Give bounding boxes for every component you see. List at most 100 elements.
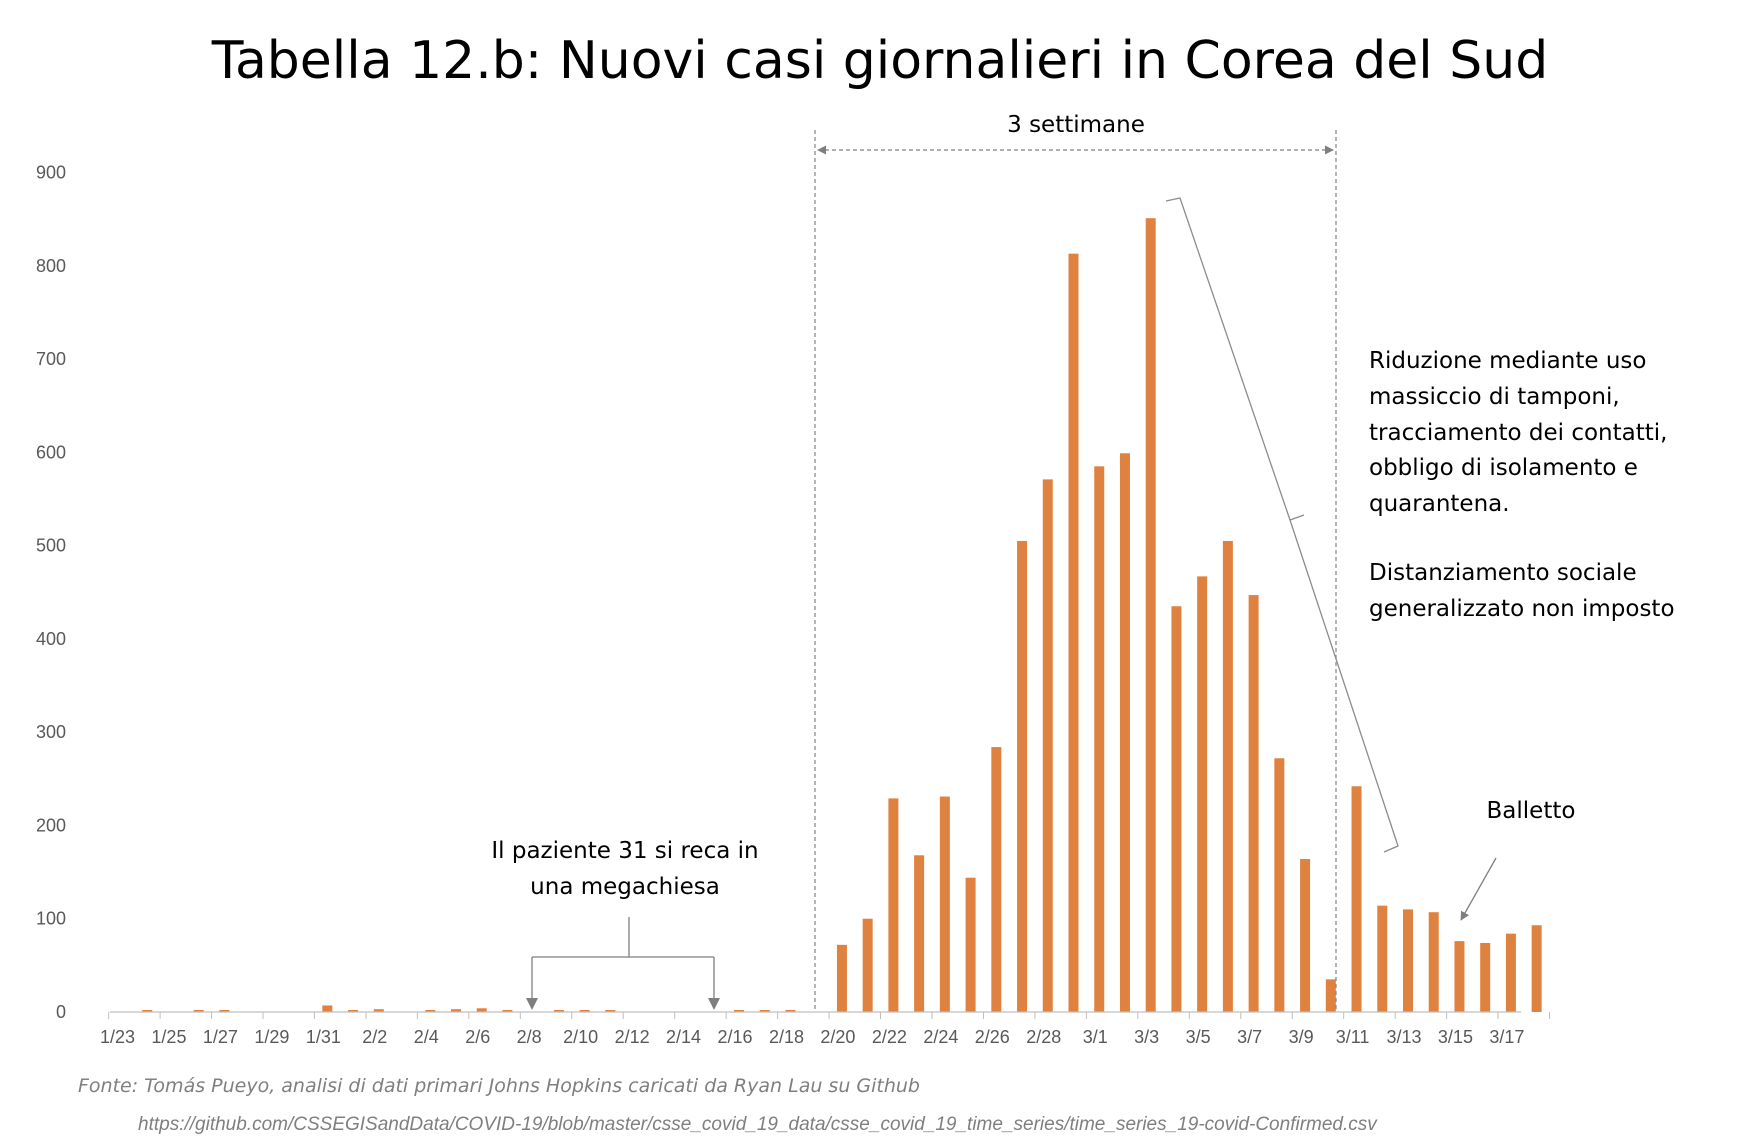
bar-2/7: [502, 1010, 513, 1012]
bar-3/8: [1274, 758, 1285, 1012]
x-tick-label: 2/26: [975, 1027, 1010, 1047]
bar-3/3: [1145, 218, 1156, 1012]
x-tick-label: 3/1: [1083, 1027, 1108, 1047]
x-tick-label: 3/3: [1134, 1027, 1159, 1047]
x-tick-label: 3/7: [1237, 1027, 1262, 1047]
bar-2/10: [579, 1010, 590, 1012]
bar-3/2: [1119, 453, 1130, 1012]
y-tick-label: 400: [36, 629, 66, 649]
x-tick-label: 3/17: [1489, 1027, 1524, 1047]
bar-3/15: [1454, 941, 1465, 1012]
y-tick-label: 700: [36, 349, 66, 369]
x-tick-label: 3/9: [1289, 1027, 1314, 1047]
note-line: obbligo di isolamento e: [1369, 455, 1638, 481]
bar-2/28: [1042, 479, 1053, 1012]
bar-3/7: [1248, 595, 1259, 1012]
note-line: tracciamento dei contatti,: [1369, 420, 1667, 446]
bar-2/16: [734, 1010, 745, 1012]
x-tick-label: 1/31: [306, 1027, 341, 1047]
three-weeks-label: 3 settimane: [1007, 112, 1145, 138]
x-tick-label: 3/11: [1336, 1027, 1370, 1047]
bar-3/18: [1531, 925, 1542, 1012]
x-tick-label: 2/2: [362, 1027, 387, 1047]
x-tick-label: 1/29: [254, 1027, 289, 1047]
y-tick-label: 200: [36, 815, 66, 835]
bar-2/4: [425, 1010, 436, 1012]
x-tick-label: 2/14: [666, 1027, 701, 1047]
x-tick-label: 3/13: [1386, 1027, 1421, 1047]
bar-2/5: [450, 1009, 461, 1012]
bar-3/16: [1480, 942, 1491, 1012]
x-tick-label: 2/4: [414, 1027, 439, 1047]
bar-1/31: [322, 1005, 333, 1012]
note-line: generalizzato non imposto: [1369, 596, 1675, 622]
bar-1/24: [142, 1010, 153, 1012]
x-tick-label: 2/24: [923, 1027, 958, 1047]
y-tick-label: 0: [56, 1002, 66, 1022]
x-tick-label: 2/16: [717, 1027, 752, 1047]
bars: [142, 218, 1542, 1012]
bar-2/24: [939, 796, 950, 1012]
bar-2/26: [991, 747, 1002, 1012]
x-tick-label: 1/23: [100, 1027, 135, 1047]
y-tick-label: 300: [36, 722, 66, 742]
bar-3/14: [1428, 912, 1439, 1012]
bar-2/27: [1017, 540, 1028, 1012]
ballet-label: Balletto: [1487, 798, 1576, 824]
y-tick-label: 600: [36, 442, 66, 462]
source-url[interactable]: https://github.com/CSSEGISandData/COVID-…: [138, 1114, 1378, 1135]
reduction-note: Riduzione mediante uso massiccio di tamp…: [1369, 348, 1675, 622]
bar-3/10: [1325, 979, 1336, 1012]
bar-2/23: [914, 855, 925, 1012]
bar-3/13: [1403, 909, 1413, 1012]
patient31-bracket: [531, 917, 715, 1005]
bar-3/9: [1300, 859, 1311, 1012]
bar-2/25: [965, 877, 976, 1012]
bar-2/2: [373, 1009, 384, 1012]
y-tick-label: 800: [36, 256, 66, 276]
y-axis: 0 100 200 300 400 500 600 700 800 900: [36, 163, 66, 1023]
x-tick-label: 2/20: [820, 1027, 855, 1047]
bar-1/26: [193, 1010, 204, 1012]
bar-3/17: [1505, 933, 1516, 1012]
x-tick-label: 1/25: [151, 1027, 186, 1047]
x-tick-label: 1/27: [203, 1027, 238, 1047]
bar-2/17: [759, 1010, 770, 1012]
source-text: Fonte: Tomás Pueyo, analisi di dati prim…: [78, 1075, 920, 1097]
x-tick-label: 3/15: [1438, 1027, 1473, 1047]
bar-2/6: [476, 1008, 487, 1012]
bar-3/4: [1171, 606, 1182, 1012]
brace: [1165, 197, 1399, 853]
note-line: quarantena.: [1369, 491, 1510, 517]
bar-2/21: [862, 918, 873, 1012]
bar-2/18: [785, 1010, 796, 1012]
y-tick-label: 100: [36, 909, 66, 929]
x-tick-label: 3/5: [1186, 1027, 1211, 1047]
patient31-arrowheads: [526, 998, 720, 1010]
bar-3/12: [1377, 905, 1388, 1012]
bar-3/5: [1197, 576, 1208, 1012]
y-tick-label: 500: [36, 536, 66, 556]
bar-2/1: [348, 1010, 359, 1012]
bar-3/6: [1222, 540, 1233, 1012]
note-line: massiccio di tamponi,: [1369, 384, 1620, 410]
note-line: Distanziamento sociale: [1369, 560, 1637, 586]
patient31-label: una megachiesa: [530, 874, 720, 900]
bar-2/29: [1068, 253, 1079, 1012]
x-tick-label: 2/12: [615, 1027, 650, 1047]
x-tick-label: 2/22: [872, 1027, 907, 1047]
bar-2/20: [836, 944, 847, 1012]
bar-1/27: [219, 1010, 230, 1012]
bar-2/9: [553, 1010, 564, 1012]
x-tick-label: 2/18: [769, 1027, 804, 1047]
note-line: Riduzione mediante uso: [1369, 348, 1646, 374]
x-tick-label: 2/8: [517, 1027, 542, 1047]
bar-2/11: [605, 1010, 616, 1012]
x-tick-label: 2/28: [1026, 1027, 1061, 1047]
chart-title: Tabella 12.b: Nuovi casi giornalieri in …: [211, 31, 1548, 91]
ballet-arrow: [1460, 857, 1497, 921]
bar-3/11: [1351, 786, 1362, 1012]
patient31-label: Il paziente 31 si reca in: [491, 838, 758, 864]
y-tick-label: 900: [36, 163, 66, 183]
